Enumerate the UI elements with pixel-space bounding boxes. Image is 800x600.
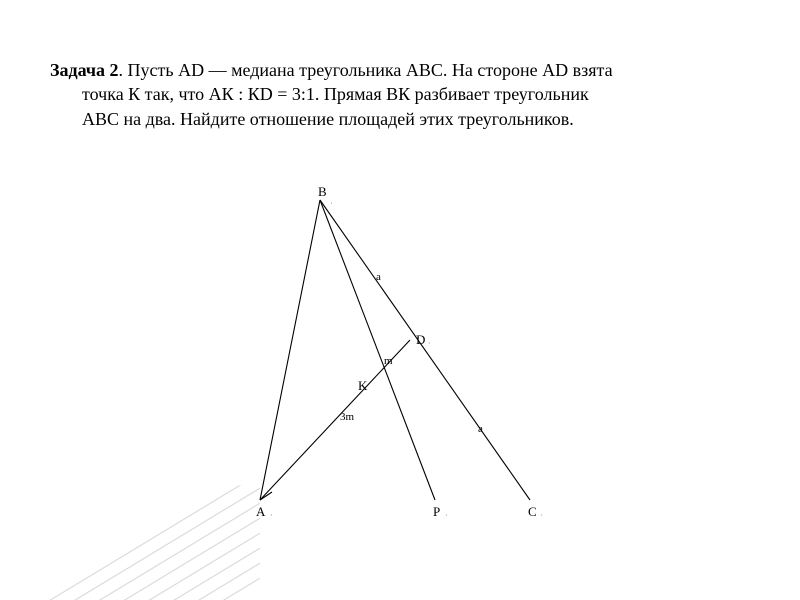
problem-line1: . Пусть АD — медиана треугольника ABC. Н… bbox=[119, 60, 613, 80]
svg-text:D: D bbox=[416, 332, 425, 347]
svg-text:a: a bbox=[376, 271, 381, 283]
svg-text:·: · bbox=[330, 199, 333, 208]
corner-hatching-decoration bbox=[0, 483, 260, 600]
problem-line2: точка К так, что АК : КD = 3:1. Прямая В… bbox=[50, 84, 589, 104]
problem-statement: Задача 2. Пусть АD — медиана треугольник… bbox=[50, 58, 750, 131]
svg-text:B: B bbox=[318, 184, 327, 199]
svg-text:m: m bbox=[384, 355, 393, 367]
problem-line3: АВС на два. Найдите отношение площадей э… bbox=[50, 109, 574, 129]
diagram-lines bbox=[260, 200, 530, 500]
svg-text:3m: 3m bbox=[340, 411, 355, 423]
svg-text:K: K bbox=[358, 378, 368, 393]
svg-text:·: · bbox=[445, 511, 448, 520]
svg-text:P: P bbox=[433, 504, 440, 519]
svg-text:·: · bbox=[428, 339, 431, 348]
problem-title: Задача 2 bbox=[50, 60, 119, 80]
svg-text:C: C bbox=[528, 504, 537, 519]
svg-text:a: a bbox=[478, 423, 483, 435]
svg-text:·: · bbox=[540, 511, 543, 520]
svg-text:·: · bbox=[270, 511, 273, 520]
